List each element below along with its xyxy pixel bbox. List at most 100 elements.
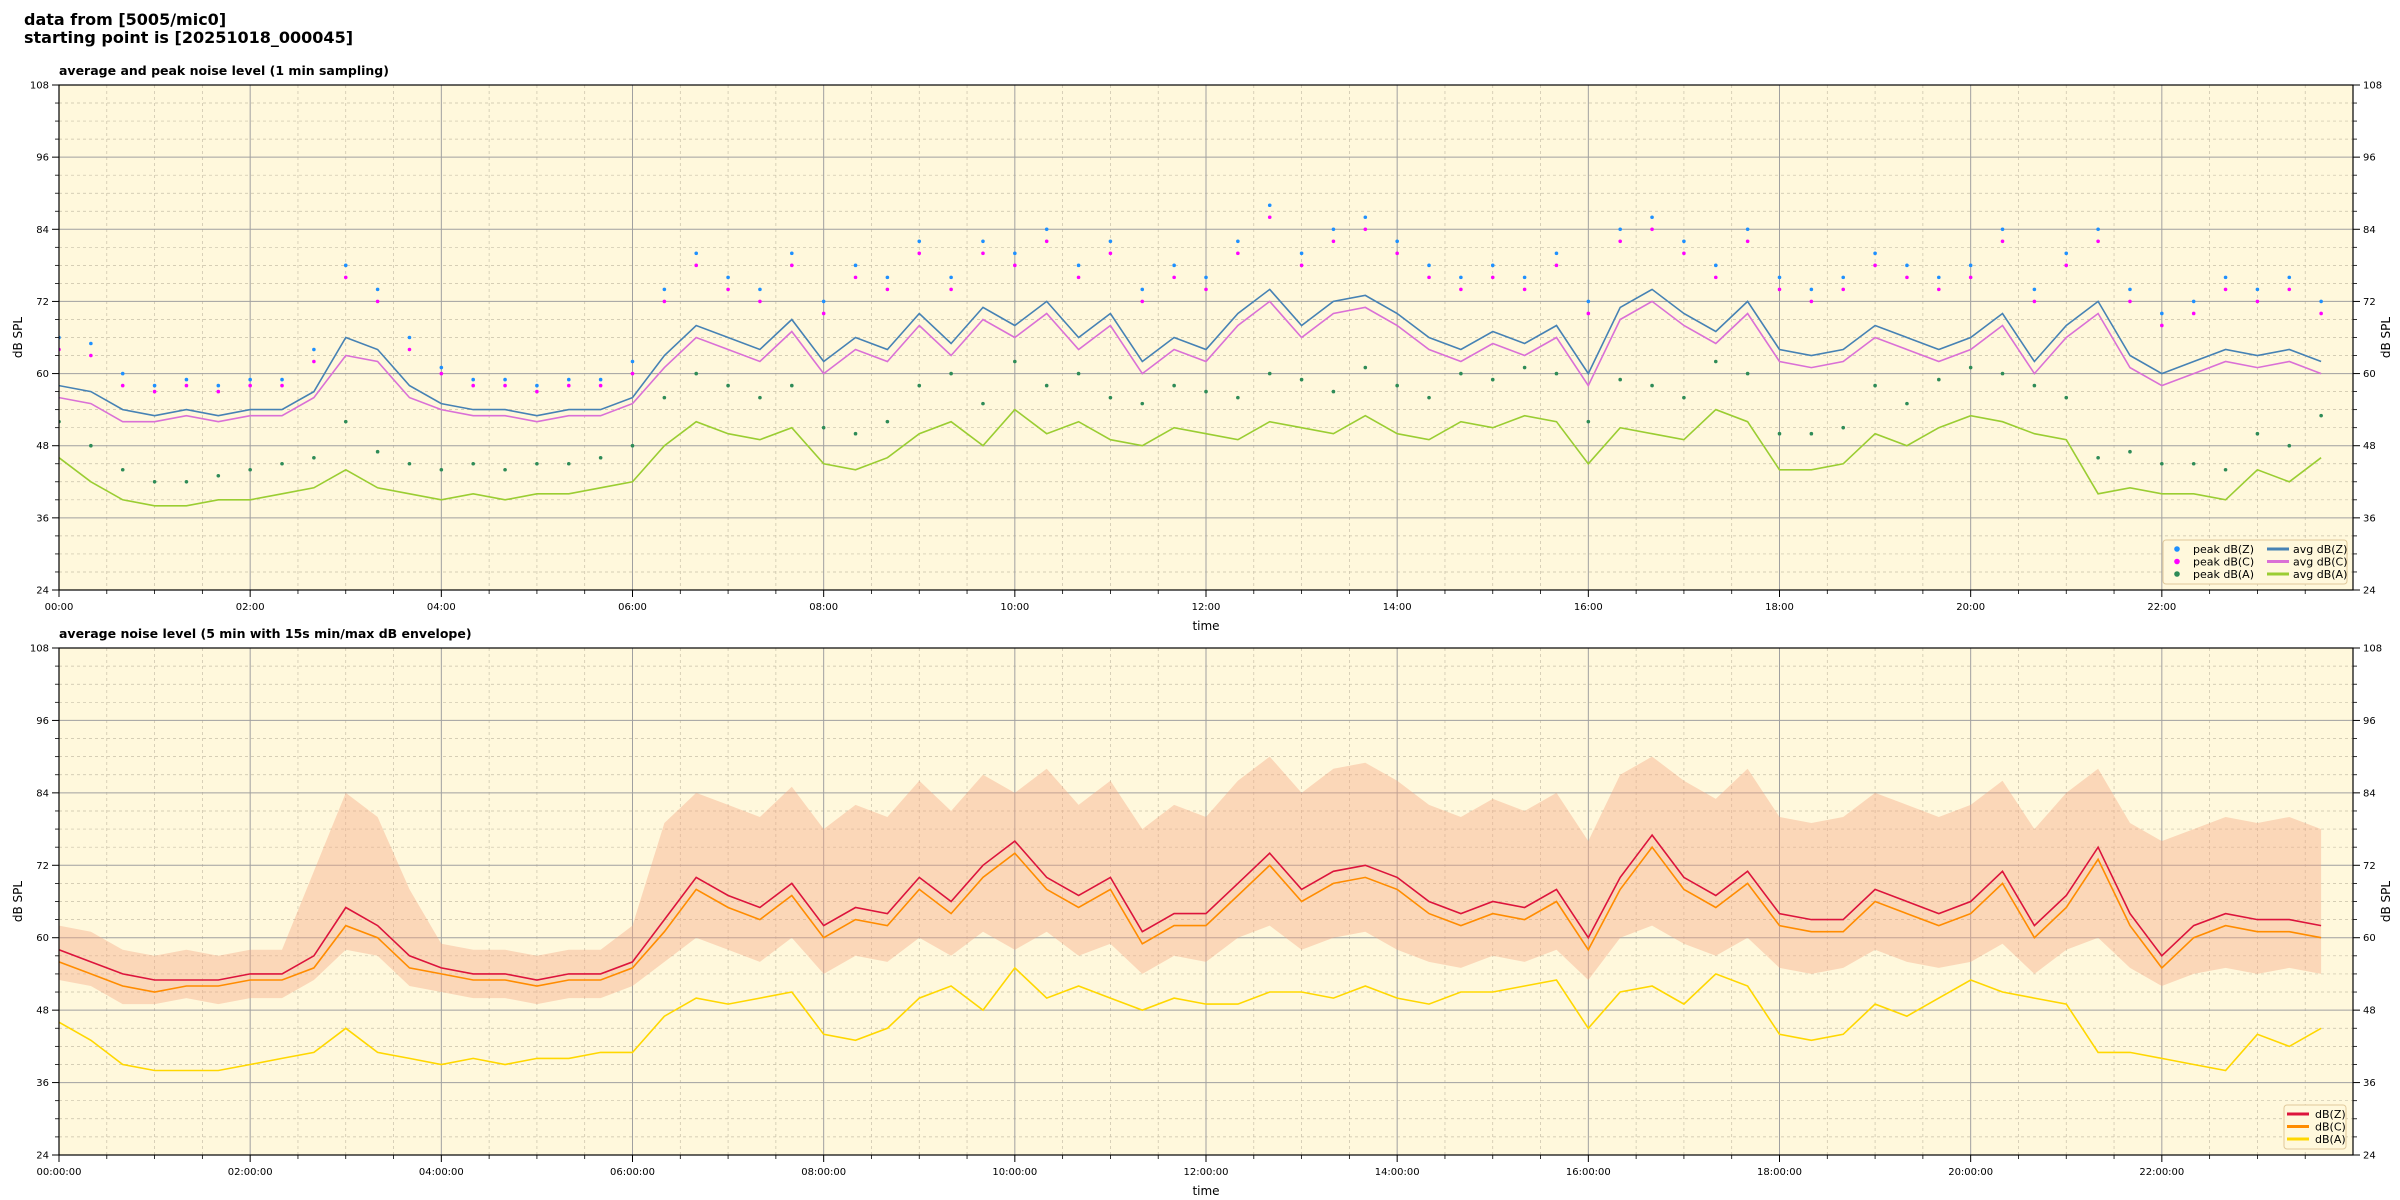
point-peak-db-a bbox=[758, 395, 762, 400]
tick-label-y-right: 48 bbox=[2363, 1006, 2376, 1017]
tick-label-y: 36 bbox=[36, 1078, 49, 1089]
point-peak-db-a bbox=[2223, 467, 2228, 472]
point-peak-db-z bbox=[216, 383, 221, 388]
point-peak-db-z bbox=[471, 377, 475, 382]
point-peak-db-c bbox=[2000, 239, 2005, 244]
legend-label: avg dB(Z) bbox=[2293, 543, 2347, 556]
point-peak-db-a bbox=[2287, 443, 2292, 448]
point-peak-db-c bbox=[662, 299, 667, 304]
chart-1: 24 24 36 36 48 48 60 60 72 72 84 84 96 96 108 108 00:00 0… bbox=[11, 63, 2393, 633]
point-peak-db-z bbox=[2064, 251, 2069, 256]
point-peak-db-a bbox=[853, 431, 858, 436]
point-peak-db-a bbox=[535, 461, 539, 466]
point-peak-db-z bbox=[503, 377, 507, 382]
point-peak-db-c bbox=[1650, 227, 1654, 232]
tick-label-x: 14:00:00 bbox=[1375, 1167, 1420, 1178]
tick-label-y: 108 bbox=[30, 81, 49, 92]
point-peak-db-c bbox=[216, 389, 221, 394]
legend-marker bbox=[2174, 546, 2180, 552]
point-peak-db-c bbox=[1395, 251, 1399, 256]
point-peak-db-z bbox=[2319, 299, 2323, 304]
point-peak-db-c bbox=[1013, 263, 1017, 268]
point-peak-db-z bbox=[1140, 287, 1145, 292]
point-peak-db-z bbox=[439, 365, 444, 370]
point-peak-db-z bbox=[1108, 239, 1113, 244]
point-peak-db-a bbox=[1108, 395, 1113, 400]
point-peak-db-a bbox=[1236, 395, 1240, 400]
point-peak-db-c bbox=[343, 275, 348, 280]
line-db-c bbox=[59, 845, 2322, 993]
point-peak-db-a bbox=[216, 473, 221, 478]
line-avg-db-c bbox=[59, 300, 2322, 423]
tick-label-y: 84 bbox=[36, 225, 49, 236]
point-peak-db-a bbox=[2319, 413, 2323, 418]
point-peak-db-a bbox=[790, 383, 794, 388]
point-peak-db-c bbox=[1267, 215, 1272, 220]
point-peak-db-a bbox=[1586, 419, 1591, 424]
point-peak-db-z bbox=[1873, 251, 1877, 256]
point-peak-db-a bbox=[694, 371, 699, 376]
point-peak-db-a bbox=[1650, 383, 1654, 388]
point-peak-db-a bbox=[2160, 461, 2164, 466]
point-peak-db-c bbox=[1490, 275, 1495, 280]
point-peak-db-a bbox=[1937, 377, 1941, 382]
point-peak-db-c bbox=[1873, 263, 1877, 268]
tick-label-y-right: 48 bbox=[2363, 441, 2376, 452]
point-peak-db-z bbox=[248, 377, 252, 382]
point-peak-db-c bbox=[312, 359, 316, 364]
point-peak-db-c bbox=[1044, 239, 1049, 244]
point-peak-db-c bbox=[535, 389, 539, 394]
point-peak-db-a bbox=[1331, 389, 1336, 394]
point-peak-db-z bbox=[343, 263, 348, 268]
point-peak-db-z bbox=[1172, 263, 1176, 268]
point-peak-db-c bbox=[1172, 275, 1176, 280]
line-avg-db-a bbox=[59, 408, 2322, 507]
point-peak-db-z bbox=[566, 377, 571, 382]
tick-label-y: 24 bbox=[36, 1151, 49, 1162]
point-peak-db-c bbox=[1968, 275, 1973, 280]
point-peak-db-c bbox=[2096, 239, 2100, 244]
tick-label-y: 60 bbox=[36, 369, 49, 380]
point-peak-db-a bbox=[1745, 371, 1750, 376]
tick-label-x: 04:00 bbox=[427, 602, 456, 613]
point-peak-db-a bbox=[503, 467, 507, 472]
tick-label-x: 20:00 bbox=[1956, 602, 1985, 613]
point-peak-db-z bbox=[981, 239, 985, 244]
y-axis-label-right: dB SPL bbox=[2379, 881, 2393, 923]
point-peak-db-c bbox=[2287, 287, 2292, 292]
point-peak-db-z bbox=[2223, 275, 2228, 280]
tick-label-y: 72 bbox=[36, 297, 49, 308]
point-peak-db-a bbox=[630, 443, 635, 448]
tick-label-x: 02:00 bbox=[236, 602, 265, 613]
point-peak-db-z bbox=[885, 275, 890, 280]
tick-label-y-right: 60 bbox=[2363, 369, 2376, 380]
point-peak-db-a bbox=[949, 371, 953, 376]
tick-label-y: 84 bbox=[36, 788, 49, 799]
point-peak-db-z bbox=[1586, 299, 1591, 304]
point-peak-db-a bbox=[1299, 377, 1304, 382]
point-peak-db-z bbox=[312, 347, 316, 352]
point-peak-db-c bbox=[2160, 323, 2164, 328]
point-peak-db-a bbox=[1522, 365, 1527, 370]
tick-label-x: 02:00:00 bbox=[228, 1167, 273, 1178]
legend-label: dB(A) bbox=[2315, 1133, 2346, 1146]
point-peak-db-c bbox=[407, 347, 412, 352]
point-peak-db-c bbox=[694, 263, 699, 268]
tick-label-y: 60 bbox=[36, 933, 49, 944]
tick-label-x: 22:00:00 bbox=[2139, 1167, 2184, 1178]
point-peak-db-z bbox=[1267, 203, 1272, 208]
point-peak-db-a bbox=[1427, 395, 1431, 400]
chart-2: 24 24 36 36 48 48 60 60 72 72 84 84 96 96 108 108 00:00:… bbox=[11, 626, 2393, 1198]
point-peak-db-a bbox=[662, 395, 667, 400]
line-db-a bbox=[59, 966, 2322, 1072]
tick-label-y-right: 108 bbox=[2363, 644, 2382, 655]
point-peak-db-z bbox=[89, 341, 93, 346]
point-peak-db-z bbox=[758, 287, 762, 292]
point-peak-db-z bbox=[726, 275, 730, 280]
point-peak-db-z bbox=[2287, 275, 2292, 280]
tick-label-y: 72 bbox=[36, 861, 49, 872]
point-peak-db-c bbox=[184, 383, 189, 388]
point-peak-db-c bbox=[2128, 299, 2132, 304]
point-peak-db-z bbox=[790, 251, 794, 256]
point-peak-db-z bbox=[630, 359, 635, 364]
